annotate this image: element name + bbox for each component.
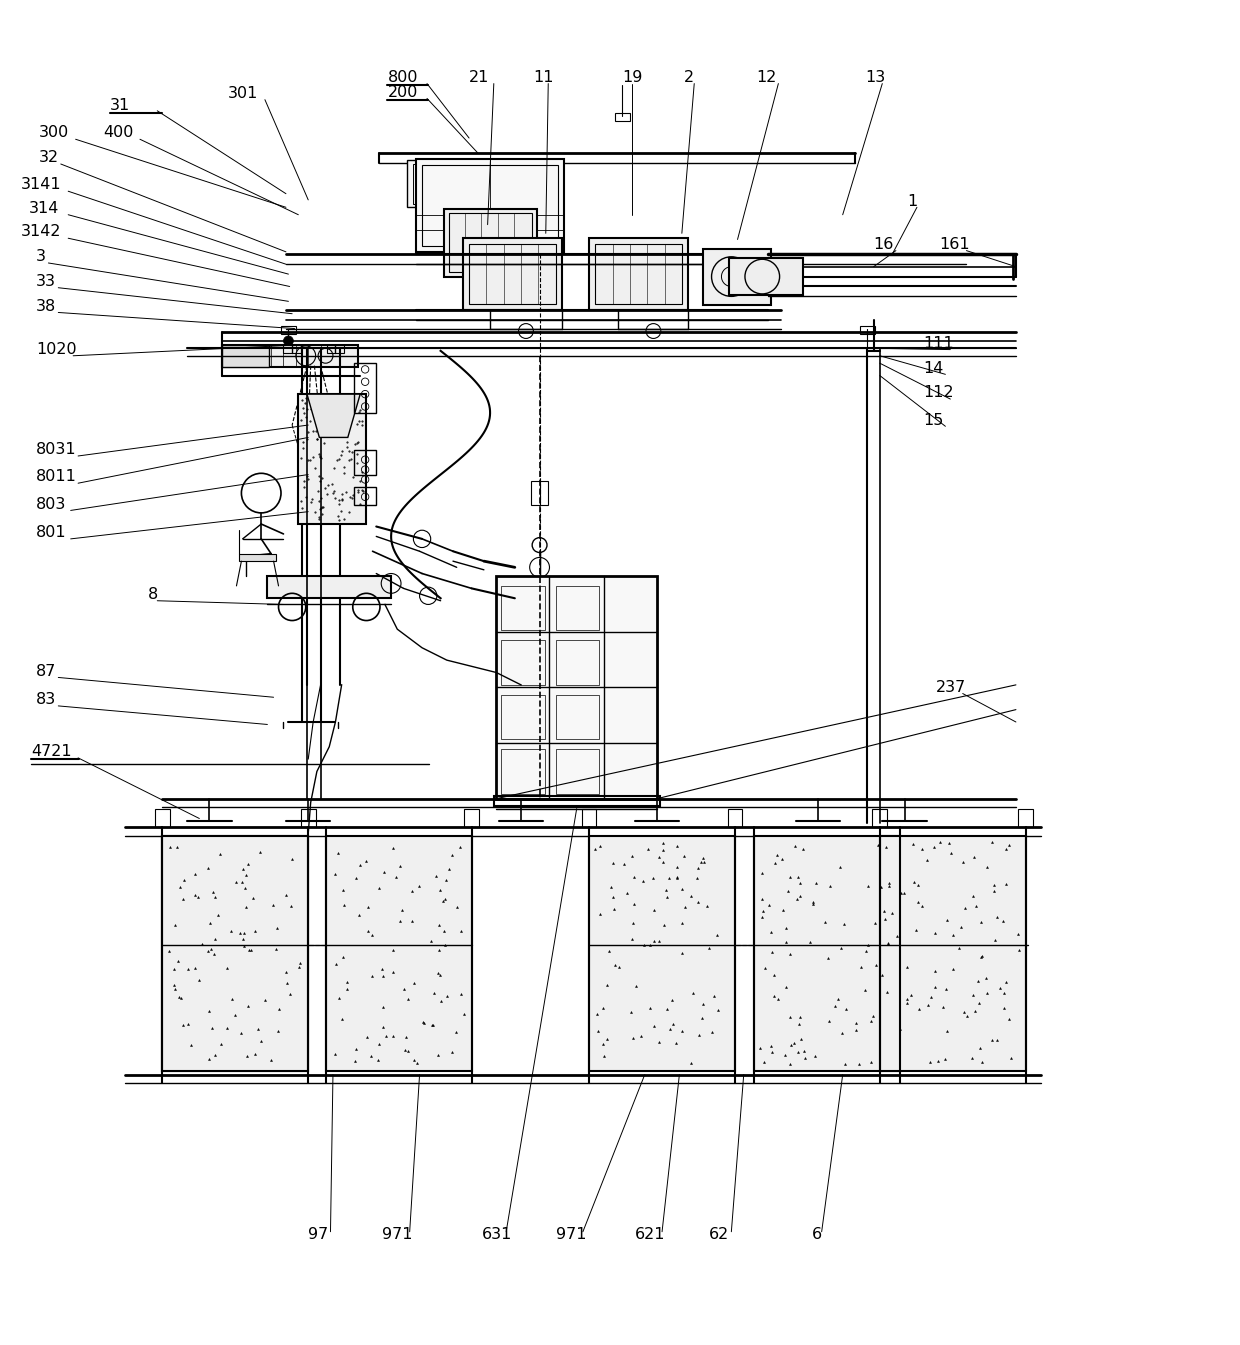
Text: 97: 97	[309, 1227, 329, 1241]
Text: 32: 32	[38, 151, 58, 165]
Text: 300: 300	[38, 125, 68, 140]
Bar	[589, 835, 735, 1071]
Bar	[582, 808, 596, 827]
Text: 2: 2	[684, 70, 694, 85]
Text: 3: 3	[36, 249, 46, 264]
Bar	[501, 749, 544, 794]
Bar	[155, 808, 170, 827]
Text: 38: 38	[36, 299, 56, 313]
Text: 14: 14	[923, 360, 944, 375]
Text: 803: 803	[36, 496, 67, 511]
Bar	[728, 808, 743, 827]
Bar	[531, 480, 548, 506]
Bar	[464, 808, 479, 827]
Text: 111: 111	[923, 336, 954, 351]
Bar	[268, 576, 391, 599]
Text: 21: 21	[469, 70, 490, 85]
Text: 8031: 8031	[36, 443, 77, 457]
Text: 8011: 8011	[36, 469, 77, 484]
Text: 112: 112	[923, 385, 954, 401]
Bar	[239, 554, 277, 561]
Bar	[501, 586, 544, 631]
Bar	[589, 238, 688, 309]
Bar	[162, 835, 309, 1071]
Bar	[284, 344, 301, 354]
Text: 11: 11	[533, 70, 554, 85]
Text: 161: 161	[939, 237, 970, 252]
Text: 12: 12	[756, 70, 776, 85]
Bar	[595, 245, 682, 304]
Bar	[222, 344, 357, 367]
Bar	[469, 245, 556, 304]
Text: 301: 301	[228, 86, 258, 101]
Bar	[556, 640, 599, 685]
Bar	[353, 449, 376, 475]
Text: 971: 971	[556, 1227, 587, 1241]
Bar	[422, 165, 558, 246]
Text: 8: 8	[148, 586, 157, 603]
Bar	[880, 835, 1025, 1071]
Bar	[299, 394, 366, 525]
Text: 83: 83	[36, 693, 56, 707]
Text: 621: 621	[635, 1227, 666, 1241]
Text: 6: 6	[812, 1227, 822, 1241]
Bar	[326, 835, 471, 1071]
Text: 13: 13	[866, 70, 885, 85]
Bar	[413, 164, 469, 203]
Text: 400: 400	[103, 125, 133, 140]
Text: 19: 19	[622, 70, 642, 85]
Bar	[1018, 808, 1033, 827]
Polygon shape	[308, 394, 360, 437]
Text: 87: 87	[36, 663, 56, 679]
Bar	[407, 160, 475, 207]
Circle shape	[284, 336, 294, 346]
Text: 62: 62	[709, 1227, 729, 1241]
Bar	[415, 159, 564, 252]
Text: 971: 971	[382, 1227, 413, 1241]
Bar	[615, 113, 630, 121]
Bar	[729, 258, 804, 295]
Bar	[861, 325, 875, 334]
Bar	[556, 695, 599, 740]
Text: 3141: 3141	[21, 178, 62, 192]
Bar	[703, 249, 771, 305]
Bar	[556, 586, 599, 631]
Bar	[501, 695, 544, 740]
Text: 16: 16	[874, 237, 894, 252]
Bar	[556, 749, 599, 794]
Bar	[162, 835, 309, 1071]
Bar	[222, 344, 269, 367]
Text: 237: 237	[935, 679, 966, 695]
Bar	[501, 640, 544, 685]
Text: 1: 1	[906, 194, 918, 208]
Text: 200: 200	[387, 85, 418, 100]
Text: 314: 314	[29, 200, 60, 217]
Text: 4721: 4721	[31, 744, 72, 759]
Text: 15: 15	[923, 413, 944, 428]
Bar	[449, 214, 532, 272]
Bar	[444, 208, 537, 277]
Text: 800: 800	[387, 70, 418, 85]
Text: 33: 33	[36, 274, 56, 289]
Bar	[494, 796, 660, 806]
Bar	[463, 238, 562, 309]
Text: 31: 31	[110, 98, 130, 113]
Text: 631: 631	[481, 1227, 512, 1241]
Bar	[754, 835, 899, 1071]
Bar	[353, 487, 376, 506]
Text: 801: 801	[36, 525, 67, 541]
Bar	[301, 808, 316, 827]
Bar	[281, 325, 296, 334]
Bar	[873, 808, 888, 827]
Text: 1020: 1020	[36, 342, 77, 356]
Bar	[496, 576, 657, 799]
Bar	[353, 363, 376, 413]
Bar	[327, 344, 343, 354]
Text: 3142: 3142	[21, 225, 62, 239]
